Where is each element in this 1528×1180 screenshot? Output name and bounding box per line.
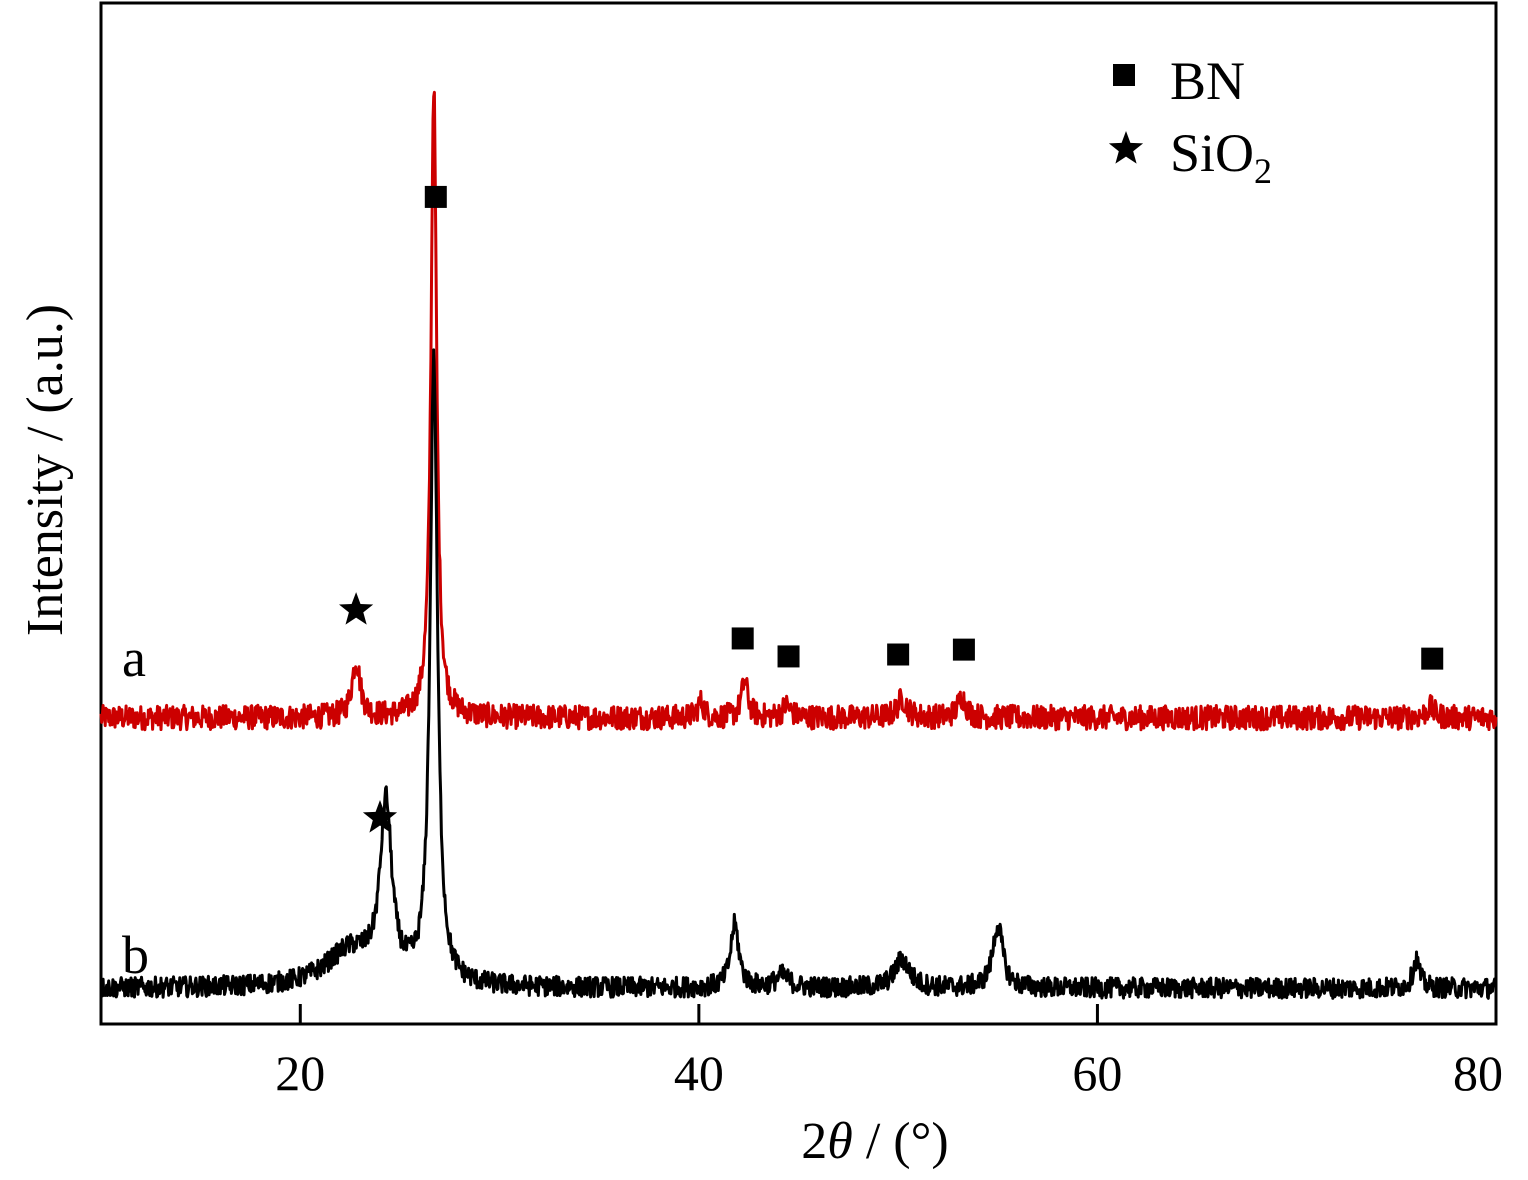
x-axis-title: 2θ / (°) [801,1113,948,1170]
x-tick-label: 60 [1072,1045,1122,1101]
x-tick-label: 40 [674,1045,724,1101]
legend-bn-square-icon [1113,64,1135,86]
x-axis-title-prefix: 2 [801,1113,827,1170]
y-axis-title: Intensity / (a.u.) [17,304,74,636]
peak-markers-layer [339,185,1444,833]
x-axis-title-unit: / (°) [853,1113,949,1170]
bn-peak-square-icon [424,185,447,208]
series-a-line [99,90,1498,732]
x-tick-label: 80 [1453,1045,1503,1101]
series-b-line [99,348,1498,1000]
bn-peak-square-icon [777,645,800,668]
legend: BN SiO2 [1108,51,1272,191]
curve-label-b: b [122,925,149,985]
legend-sio2-label: SiO2 [1170,123,1272,191]
bn-peak-square-icon [952,638,975,661]
bn-peak-square-icon [887,643,910,666]
bn-peak-square-icon [731,627,754,650]
bn-peak-square-icon [1421,647,1444,670]
sio2-peak-star-icon [362,800,398,833]
plot-frame [99,1,1498,1026]
x-axis-ticks: 20 40 60 80 [275,1004,1503,1101]
curve-label-a: a [122,628,146,688]
curves-layer [99,90,1498,1000]
legend-sio2-main: SiO [1170,123,1254,183]
legend-bn-label: BN [1170,51,1245,111]
sio2-peak-star-icon [339,592,374,625]
x-tick-label: 20 [275,1045,325,1101]
x-axis-title-theta: θ [827,1113,853,1170]
legend-sio2-subscript: 2 [1254,151,1272,191]
legend-sio2-star-icon [1108,131,1144,164]
